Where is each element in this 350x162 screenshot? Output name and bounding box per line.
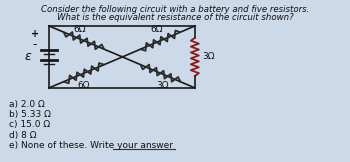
Text: 6Ω: 6Ω: [78, 81, 90, 90]
Text: e) None of these. Write your answer: e) None of these. Write your answer: [9, 141, 173, 150]
Text: 6Ω: 6Ω: [74, 25, 86, 34]
Text: d) 8 Ω: d) 8 Ω: [9, 131, 37, 140]
Text: Consider the following circuit with a battery and five resistors.: Consider the following circuit with a ba…: [41, 5, 309, 14]
Text: b) 5.33 Ω: b) 5.33 Ω: [9, 110, 51, 119]
Text: 3Ω: 3Ω: [202, 52, 214, 61]
Text: +: +: [31, 29, 39, 39]
Text: 3Ω: 3Ω: [156, 81, 169, 90]
Text: c) 15.0 Ω: c) 15.0 Ω: [9, 120, 50, 129]
Text: What is the equivalent resistance of the circuit shown?: What is the equivalent resistance of the…: [57, 13, 293, 22]
Text: ε: ε: [25, 50, 31, 63]
Text: 6Ω: 6Ω: [150, 25, 163, 34]
Text: a) 2.0 Ω: a) 2.0 Ω: [9, 100, 45, 109]
Text: -: -: [33, 38, 37, 51]
